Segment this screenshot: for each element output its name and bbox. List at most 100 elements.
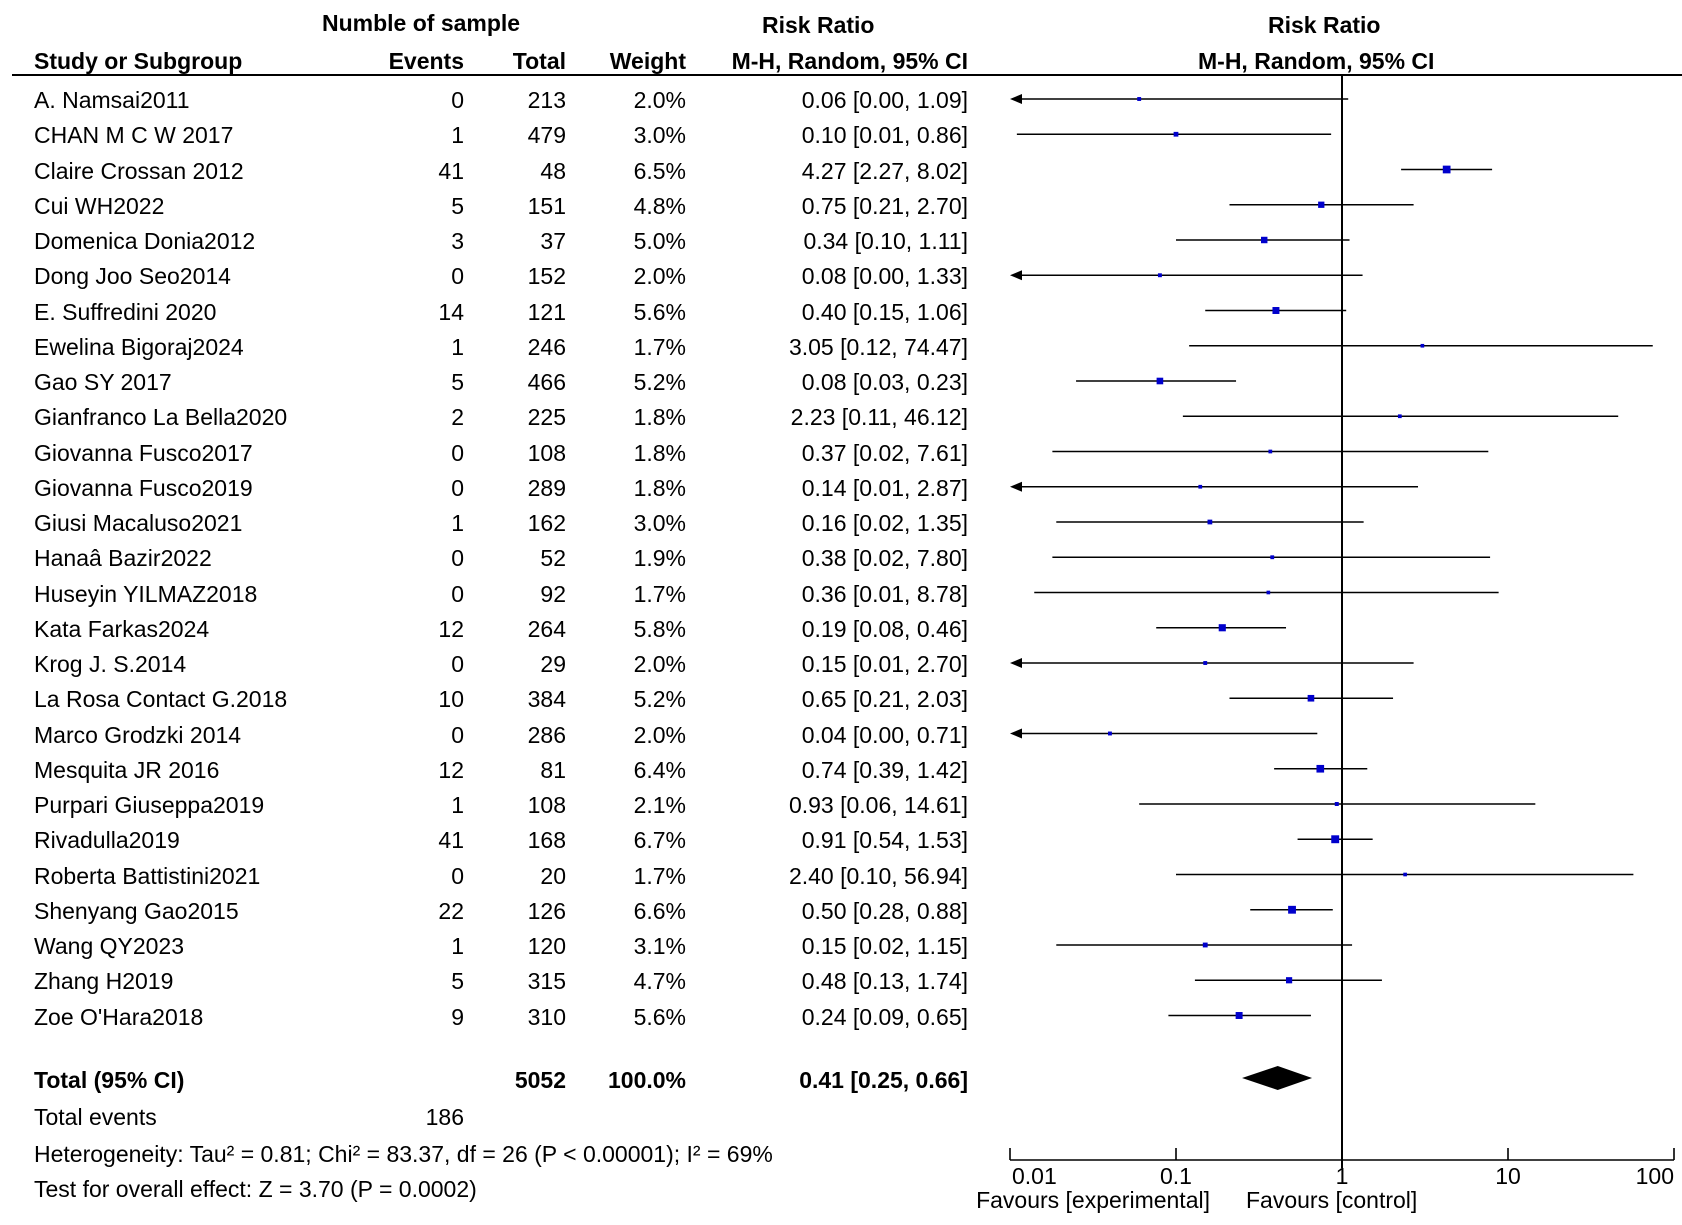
study-ci: 0.06 [0.00, 1.09] [801,87,968,113]
study-name: Roberta Battistini2021 [34,862,261,889]
study-total: 29 [540,651,566,677]
study-total: 81 [540,756,566,783]
point-estimate [1307,694,1315,702]
ci-clip-arrow [1010,270,1022,281]
study-ci: 0.40 [0.15, 1.06] [801,298,968,325]
study-ci: 0.38 [0.02, 7.80] [801,545,968,572]
study-weight: 3.1% [633,933,686,959]
study-events: 1 [451,933,464,959]
study-total: 310 [527,1003,566,1030]
study-total: 315 [527,968,566,995]
study-total: 37 [540,228,566,254]
favours-right-label: Favours [control] [1246,1187,1417,1213]
point-estimate [1107,731,1112,736]
study-ci: 0.50 [0.28, 0.88] [801,897,968,924]
events-column-header: Events [388,48,464,74]
point-estimate [1318,201,1325,208]
study-total: 213 [527,87,566,113]
point-estimate [1173,131,1179,137]
study-total: 225 [527,404,566,431]
study-weight: 5.6% [633,298,686,325]
study-name: Cui WH2022 [34,192,165,219]
study-total: 126 [527,897,566,924]
study-weight: 3.0% [633,122,686,149]
study-weight: 6.4% [633,756,686,783]
total-events-label: Total events [34,1104,157,1130]
study-events: 0 [451,545,464,572]
study-total: 92 [540,580,566,607]
study-ci: 0.04 [0.00, 0.71] [801,721,968,748]
pooled-diamond [1242,1066,1313,1090]
point-estimate [1288,905,1296,914]
study-weight: 1.7% [633,580,686,607]
study-events: 0 [451,721,464,748]
study-ci: 0.10 [0.01, 0.86] [801,122,968,149]
study-ci: 3.05 [0.12, 74.47] [788,333,968,360]
study-total: 120 [527,933,566,959]
study-name: Gao SY 2017 [34,369,172,395]
point-estimate [1272,307,1280,314]
point-estimate [1137,97,1142,101]
study-name: Marco Grodzki 2014 [34,721,242,748]
point-estimate [1403,872,1407,877]
study-ci: 0.36 [0.01, 8.78] [801,580,968,607]
study-events: 0 [451,474,464,501]
study-name: Zhang H2019 [34,968,174,995]
study-events: 22 [438,897,464,924]
study-total: 246 [527,333,566,360]
study-weight: 2.0% [633,87,686,113]
study-name: Ewelina Bigoraj2024 [34,333,244,360]
point-estimate [1157,273,1162,278]
study-ci: 0.37 [0.02, 7.61] [801,439,968,466]
point-estimate [1261,236,1268,244]
study-ci: 0.74 [0.39, 1.42] [801,756,968,783]
study-name: Shenyang Gao2015 [34,897,239,924]
study-events: 5 [451,192,464,219]
weight-column-header: Weight [609,48,686,74]
study-events: 3 [451,228,464,254]
heterogeneity-text: Heterogeneity: Tau² = 0.81; Chi² = 83.37… [34,1141,773,1167]
study-column-header: Study or Subgroup [34,48,243,74]
point-estimate [1198,484,1203,489]
study-total: 48 [540,157,566,184]
study-events: 41 [438,827,464,854]
study-weight: 1.8% [633,439,686,466]
study-weight: 6.7% [633,827,686,854]
study-name: E. Suffredini 2020 [34,298,217,325]
point-estimate [1235,1012,1243,1019]
ci-clip-arrow [1010,94,1022,104]
study-events: 0 [451,651,464,677]
study-weight: 5.6% [633,1003,686,1030]
plot-method-header: M-H, Random, 95% CI [1198,48,1435,74]
study-ci: 2.40 [0.10, 56.94] [788,862,968,889]
x-tick-label: 100 [1636,1163,1674,1189]
x-tick-label: 0.01 [1012,1163,1057,1189]
right-risk-ratio-header: Risk Ratio [1268,12,1381,38]
study-events: 1 [451,333,464,360]
study-name: Huseyin YILMAZ2018 [34,580,258,607]
study-ci: 0.19 [0.08, 0.46] [801,615,968,642]
point-estimate [1203,661,1208,665]
total-label: Total (95% CI) [34,1067,185,1093]
study-name: Dong Joo Seo2014 [34,263,231,290]
study-weight: 1.7% [633,862,686,889]
study-weight: 5.8% [633,615,686,642]
study-name: Mesquita JR 2016 [34,756,220,783]
method-column-header: M-H, Random, 95% CI [731,48,968,74]
point-estimate [1442,165,1451,174]
point-estimate [1285,977,1293,984]
overall-effect-text: Test for overall effect: Z = 3.70 (P = 0… [34,1176,477,1202]
study-name: Krog J. S.2014 [34,651,187,677]
point-estimate [1266,590,1271,595]
study-weight: 4.8% [633,192,686,219]
study-events: 5 [451,968,464,995]
study-total: 52 [540,545,566,572]
study-ci: 4.27 [2.27, 8.02] [801,157,968,184]
study-name: Kata Farkas2024 [34,615,210,642]
study-weight: 4.7% [633,968,686,995]
point-estimate [1218,624,1226,632]
study-name: Rivadulla2019 [34,827,180,854]
study-total: 289 [527,474,566,501]
study-weight: 1.7% [633,333,686,360]
